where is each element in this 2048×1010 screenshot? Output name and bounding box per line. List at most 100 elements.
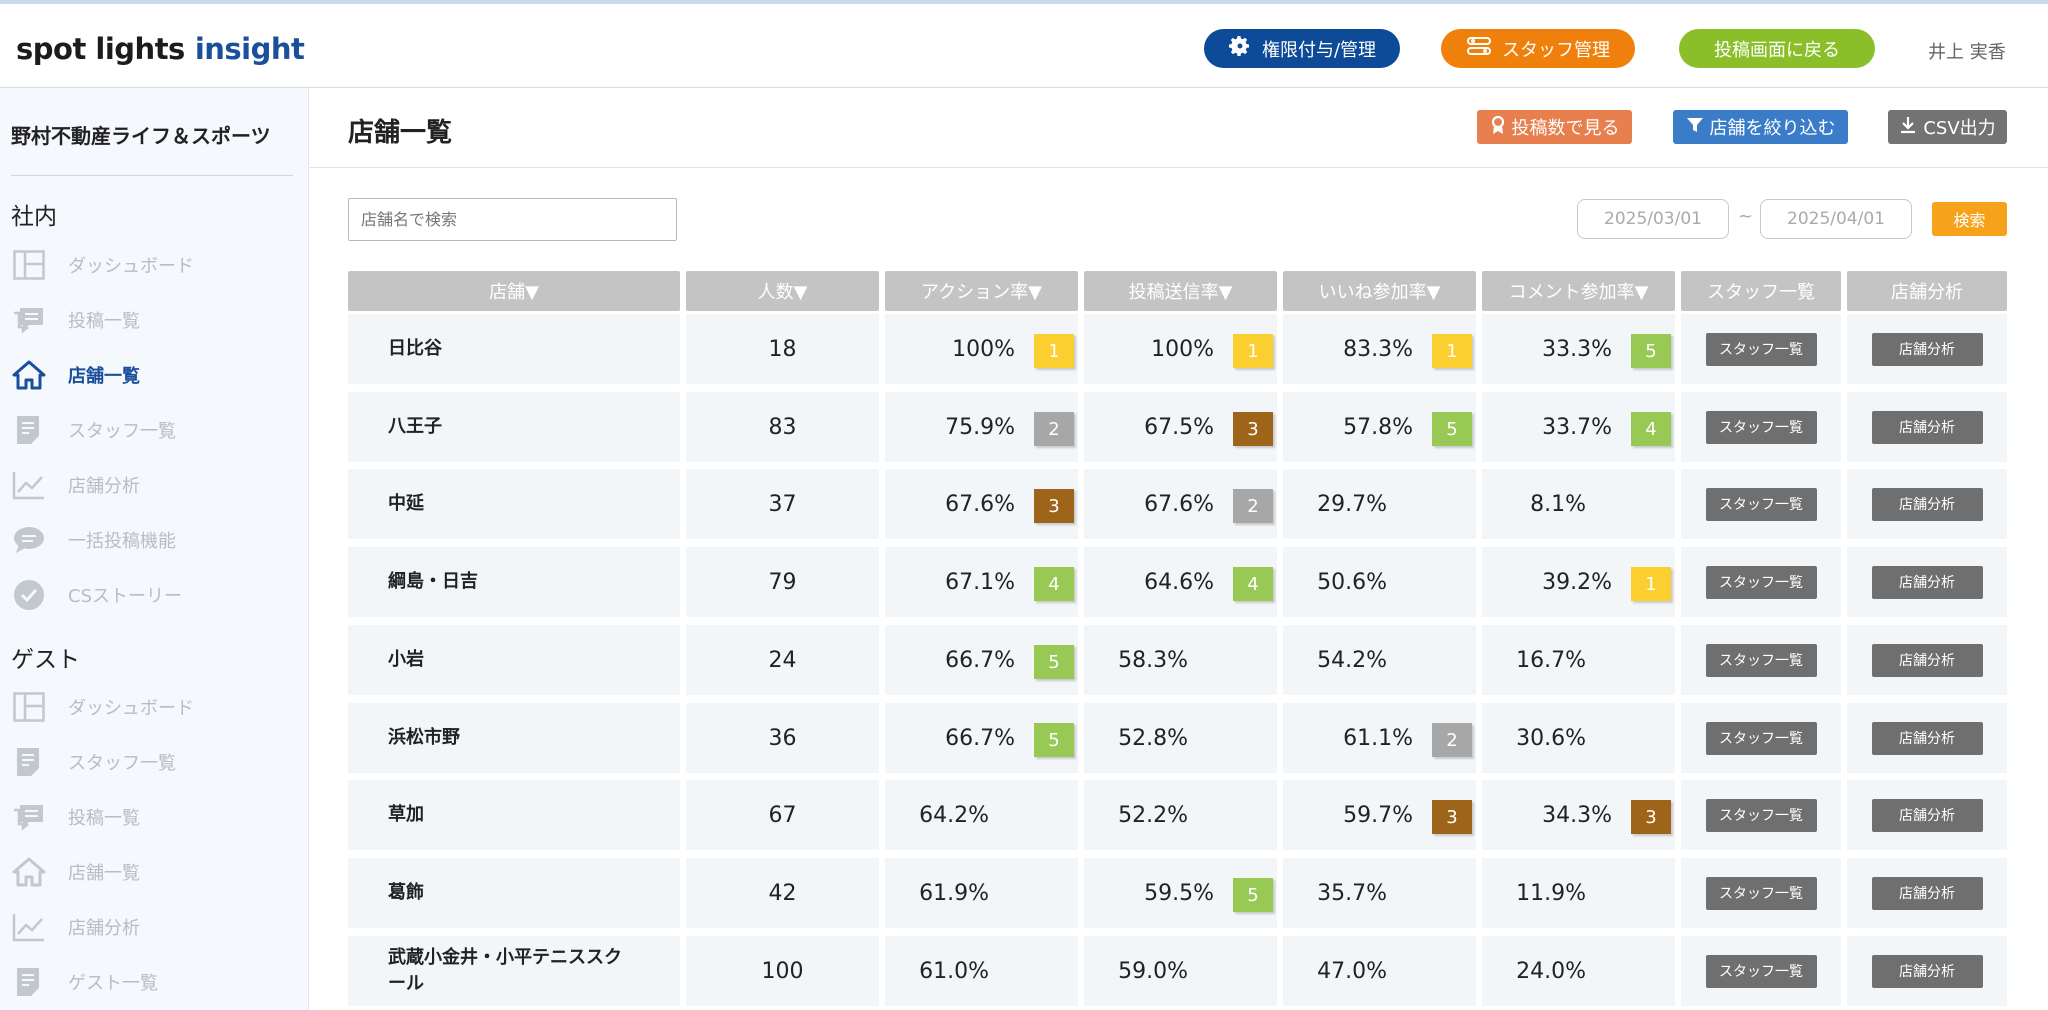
sidebar-item-label: ダッシュボード	[68, 698, 194, 719]
sidebar-item-bulk-post[interactable]: 一括投稿機能	[12, 523, 176, 557]
store-analysis-cell: 店舗分析	[1847, 469, 2007, 539]
store-name[interactable]: 小岩	[388, 649, 424, 670]
action-rate-cell: 61.0%	[885, 936, 1078, 1006]
view-by-posts-button[interactable]: 投稿数で見る	[1477, 110, 1632, 144]
sidebar-item-cs-story[interactable]: CSストーリー	[12, 578, 182, 612]
sidebar-item-dashboard[interactable]: ダッシュボード	[12, 248, 194, 282]
store-name[interactable]: 浜松市野	[388, 727, 460, 748]
action-rate-cell: 64.2%	[885, 780, 1078, 850]
action-rate-cell: 100% 1	[885, 314, 1078, 384]
staff-list-cell: スタッフ一覧	[1681, 547, 1841, 617]
column-header-count[interactable]: 人数▼	[686, 271, 879, 311]
post-rate-value: 52.2%	[1118, 802, 1188, 828]
post-rate-cell: 100% 1	[1084, 314, 1277, 384]
staff-list-button[interactable]: スタッフ一覧	[1705, 332, 1817, 366]
store-analysis-button[interactable]: 店舗分析	[1871, 643, 1983, 677]
store-analysis-button[interactable]: 店舗分析	[1871, 876, 1983, 910]
store-name[interactable]: 武蔵小金井・小平テニススクール	[388, 947, 622, 994]
top-header: spot lights insight 権限付与/管理 スタッフ管理 投稿画面に戻…	[0, 0, 2048, 88]
rank-badge: 2	[1233, 489, 1273, 523]
store-analysis-button[interactable]: 店舗分析	[1871, 721, 1983, 755]
sidebar-item-stores[interactable]: 店舗一覧	[12, 358, 140, 392]
post-rate-cell: 52.8%	[1084, 703, 1277, 773]
action-rate-cell: 61.9%	[885, 858, 1078, 928]
staff-list-button[interactable]: スタッフ一覧	[1705, 487, 1817, 521]
sidebar-item-guest-analysis[interactable]: 店舗分析	[12, 910, 140, 944]
store-name[interactable]: 葛飾	[388, 882, 424, 903]
csv-export-button[interactable]: CSV出力	[1888, 110, 2007, 144]
check-circle-icon	[12, 578, 46, 612]
store-name-cell[interactable]: 葛飾	[348, 858, 680, 928]
column-header-staff-list: スタッフ一覧	[1681, 271, 1841, 311]
like-rate-cell: 83.3% 1	[1283, 314, 1476, 384]
column-header-post-rate[interactable]: 投稿送信率▼	[1084, 271, 1277, 311]
post-rate-value: 67.5%	[1144, 414, 1214, 440]
store-name[interactable]: 日比谷	[388, 338, 442, 359]
date-from-field[interactable]: 2025/03/01	[1577, 199, 1729, 239]
filter-stores-button[interactable]: 店舗を絞り込む	[1673, 110, 1848, 144]
sidebar-item-guest-dashboard[interactable]: ダッシュボード	[12, 690, 194, 724]
store-analysis-button[interactable]: 店舗分析	[1871, 332, 1983, 366]
like-rate-value: 54.2%	[1317, 647, 1387, 673]
permission-button[interactable]: 権限付与/管理	[1204, 29, 1400, 68]
post-rate-value: 52.8%	[1118, 725, 1188, 751]
search-button[interactable]: 検索	[1932, 202, 2007, 236]
column-header-like-rate[interactable]: いいね参加率▼	[1283, 271, 1476, 311]
column-header-comment-rate[interactable]: コメント参加率▼	[1482, 271, 1675, 311]
staff-list-button[interactable]: スタッフ一覧	[1705, 954, 1817, 988]
action-rate-cell: 67.1% 4	[885, 547, 1078, 617]
app-logo[interactable]: spot lights insight	[16, 32, 305, 66]
store-name-cell[interactable]: 八王子	[348, 392, 680, 462]
store-name-cell[interactable]: 綱島・日吉	[348, 547, 680, 617]
sidebar-item-label: 店舗分析	[68, 476, 140, 497]
store-name-cell[interactable]: 草加	[348, 780, 680, 850]
staff-list-button[interactable]: スタッフ一覧	[1705, 721, 1817, 755]
column-header-action-rate[interactable]: アクション率▼	[885, 271, 1078, 311]
store-name[interactable]: 中延	[388, 493, 424, 514]
store-search-input[interactable]	[348, 198, 677, 241]
staff-list-button[interactable]: スタッフ一覧	[1705, 798, 1817, 832]
staff-list-button[interactable]: スタッフ一覧	[1705, 876, 1817, 910]
sidebar-item-analysis[interactable]: 店舗分析	[12, 468, 140, 502]
sidebar-item-guest-staff[interactable]: スタッフ一覧	[12, 745, 176, 779]
staff-list-button[interactable]: スタッフ一覧	[1705, 643, 1817, 677]
ribbon-icon	[1490, 115, 1506, 140]
store-name[interactable]: 八王子	[388, 416, 442, 437]
rank-badge: 4	[1233, 567, 1273, 601]
store-analysis-button[interactable]: 店舗分析	[1871, 954, 1983, 988]
staff-count-cell: 67	[686, 780, 879, 850]
store-analysis-button[interactable]: 店舗分析	[1871, 487, 1983, 521]
back-to-posts-button[interactable]: 投稿画面に戻る	[1679, 29, 1875, 68]
store-name-cell[interactable]: 日比谷	[348, 314, 680, 384]
sidebar-item-label: 店舗一覧	[68, 366, 140, 387]
sidebar-item-staff[interactable]: スタッフ一覧	[12, 413, 176, 447]
store-name-cell[interactable]: 浜松市野	[348, 703, 680, 773]
like-rate-value: 47.0%	[1317, 958, 1387, 984]
store-name[interactable]: 綱島・日吉	[388, 571, 478, 592]
store-analysis-button[interactable]: 店舗分析	[1871, 798, 1983, 832]
sidebar-item-guest-stores[interactable]: 店舗一覧	[12, 855, 140, 889]
page-title: 店舗一覧	[348, 118, 453, 148]
column-header-store[interactable]: 店舗▼	[348, 271, 680, 311]
store-analysis-button[interactable]: 店舗分析	[1871, 410, 1983, 444]
date-to-field[interactable]: 2025/04/01	[1760, 199, 1912, 239]
user-name[interactable]: 井上 実香	[1928, 42, 2006, 63]
sidebar-item-posts[interactable]: 投稿一覧	[12, 303, 140, 337]
staff-list-button[interactable]: スタッフ一覧	[1705, 565, 1817, 599]
store-analysis-button[interactable]: 店舗分析	[1871, 565, 1983, 599]
staff-manage-button[interactable]: スタッフ管理	[1441, 29, 1635, 68]
post-rate-cell: 64.6% 4	[1084, 547, 1277, 617]
staff-count-cell: 100	[686, 936, 879, 1006]
sidebar-item-guest-list[interactable]: ゲスト一覧	[12, 965, 158, 999]
comment-rate-value: 34.3%	[1542, 802, 1612, 828]
staff-count-cell: 24	[686, 625, 879, 695]
staff-list-button[interactable]: スタッフ一覧	[1705, 410, 1817, 444]
document-icon	[12, 965, 46, 999]
comment-rate-value: 33.3%	[1542, 336, 1612, 362]
store-name-cell[interactable]: 武蔵小金井・小平テニススクール	[348, 936, 680, 1006]
sidebar-item-guest-posts[interactable]: 投稿一覧	[12, 800, 140, 834]
store-name-cell[interactable]: 小岩	[348, 625, 680, 695]
store-name[interactable]: 草加	[388, 804, 424, 825]
store-name-cell[interactable]: 中延	[348, 469, 680, 539]
store-analysis-cell: 店舗分析	[1847, 936, 2007, 1006]
